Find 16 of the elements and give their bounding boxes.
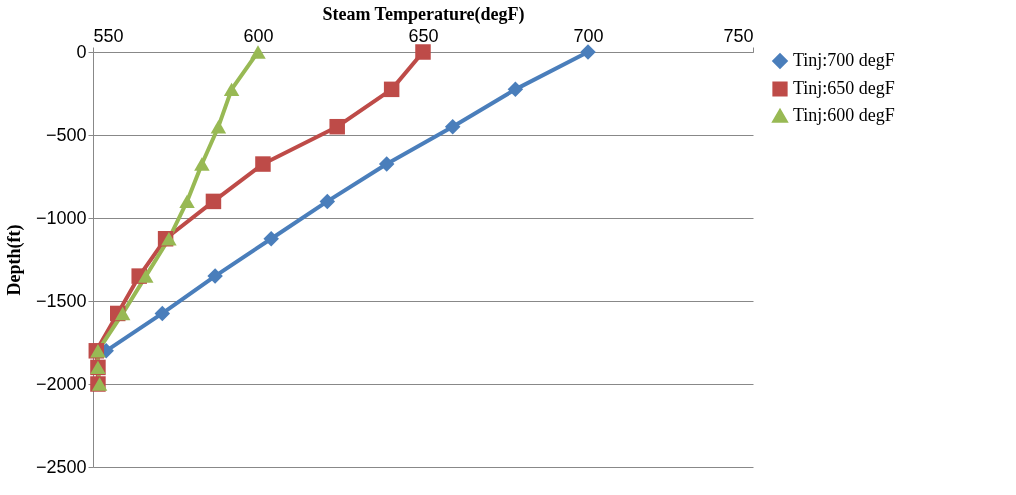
y-tick-label: −2500 [35,456,87,477]
y-tick-label: −2000 [35,373,87,394]
y-tick-label: −500 [45,124,87,145]
x-tick-label: 750 [723,25,754,46]
x-tick-label: 650 [408,25,439,46]
legend-label: Tinj:700 degF [793,50,895,70]
y-tick-label: −1500 [35,290,87,311]
x-axis-title: Steam Temperature(degF) [322,3,525,25]
legend-label: Tinj:600 degF [793,105,895,125]
legend-label: Tinj:650 degF [793,78,895,98]
y-tick-label: 0 [76,41,87,62]
y-axis-title: Depth(ft) [3,224,25,296]
x-tick-label: 700 [573,25,604,46]
y-tick-label: −1000 [35,207,87,228]
x-tick-label: 550 [93,25,124,46]
x-tick-label: 600 [243,25,274,46]
